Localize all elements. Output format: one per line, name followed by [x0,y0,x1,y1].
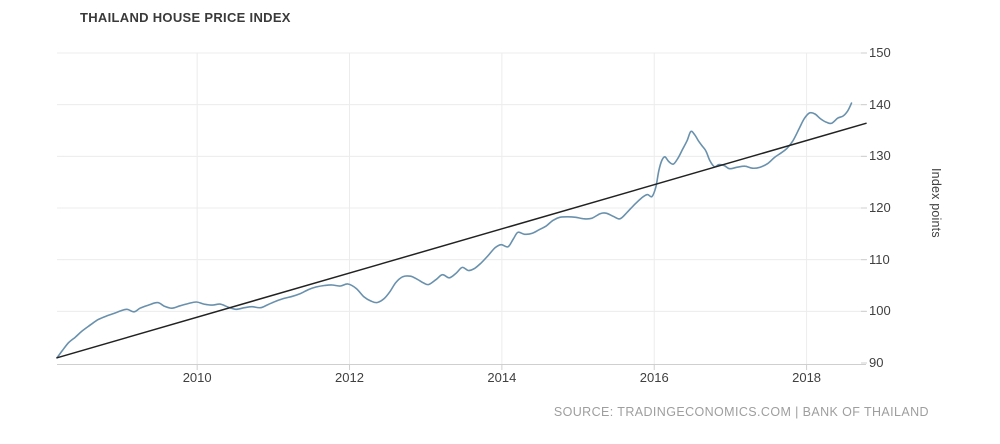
x-tick-label: 2018 [792,370,822,385]
y-tick-label: 150 [869,45,891,60]
y-tick-label: 110 [869,251,890,267]
price-index-line [56,102,853,359]
y-axis-title: Index points [929,168,943,238]
y-tick-label: 90 [869,355,884,370]
y-tick-label: 120 [869,200,891,215]
y-tick-label: 140 [869,96,891,112]
x-tick-label: 2010 [182,370,212,385]
y-tick-label: 130 [869,148,891,164]
source-attribution: SOURCE: TRADINGECONOMICS.COM | BANK OF T… [553,405,929,419]
chart-title: THAILAND HOUSE PRICE INDEX [80,10,291,25]
y-tick-label: 100 [869,303,891,319]
x-tick-label: 2014 [487,370,517,385]
x-tick-label: 2012 [335,370,364,385]
trend-line [56,122,867,359]
x-tick-label: 2016 [639,370,669,385]
